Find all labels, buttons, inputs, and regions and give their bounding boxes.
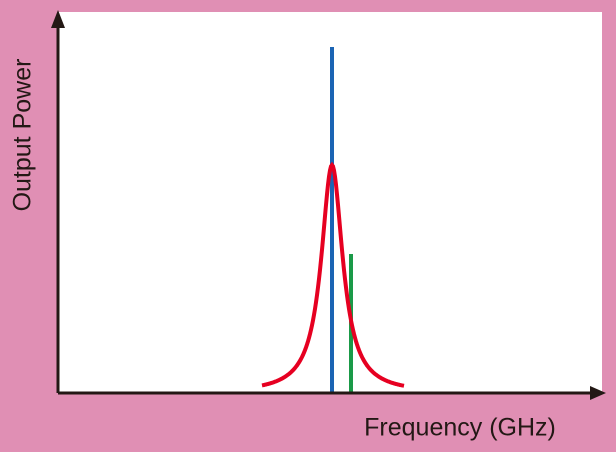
red-curve — [261, 161, 405, 388]
x-axis-label: Frequency (GHz) — [364, 414, 556, 442]
y-axis-arrow — [51, 10, 65, 28]
y-axis-label: Output Power — [9, 59, 37, 212]
x-axis-arrow — [590, 386, 606, 400]
